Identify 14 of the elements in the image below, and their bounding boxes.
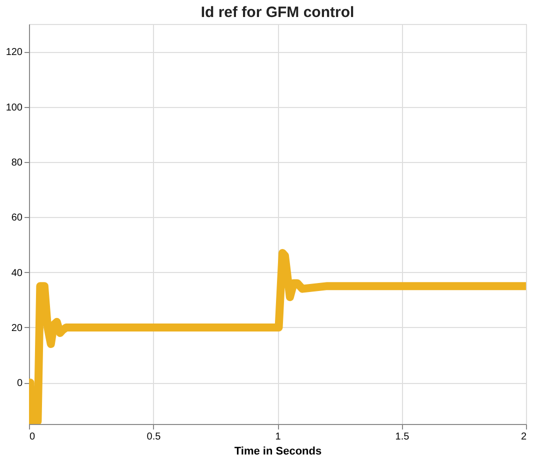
y-tick-label: 20 bbox=[11, 322, 23, 334]
y-tick-label: 40 bbox=[11, 268, 23, 279]
y-tick-label: 100 bbox=[6, 102, 23, 114]
y-tick-label: 0 bbox=[16, 378, 23, 390]
x-axis-title: Time in Seconds bbox=[234, 446, 322, 458]
y-tick-label: 80 bbox=[11, 157, 23, 168]
x-tick-label: 1 bbox=[275, 432, 282, 442]
y-tick-label: 120 bbox=[6, 47, 23, 58]
x-tick-label: 0 bbox=[30, 432, 36, 442]
x-tick-label: 1.5 bbox=[395, 432, 410, 442]
y-tick-label: 60 bbox=[11, 212, 23, 224]
x-tick-label: 0.5 bbox=[146, 432, 162, 442]
chart-title: Id ref for GFM control bbox=[200, 4, 354, 21]
x-tick-label: 2 bbox=[520, 432, 527, 442]
